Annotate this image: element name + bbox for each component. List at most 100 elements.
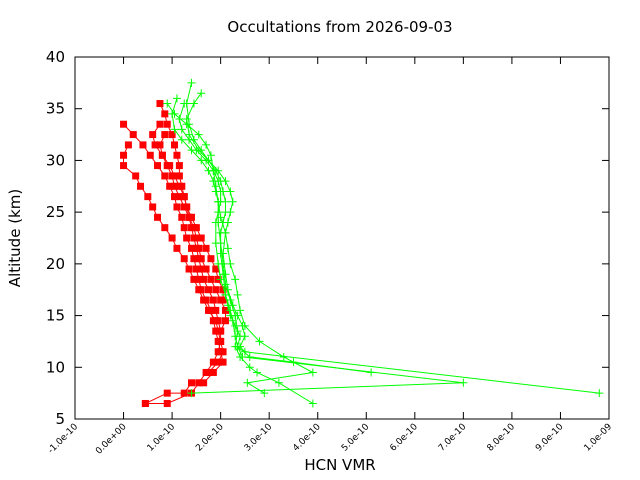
- data-point: [231, 311, 240, 320]
- data-point: [158, 151, 166, 159]
- x-tick-label: 0.0e+00: [94, 422, 129, 457]
- y-tick-label: 30: [46, 151, 65, 169]
- data-point: [236, 352, 245, 361]
- data-point: [233, 327, 242, 336]
- data-point: [209, 177, 218, 186]
- data-point: [188, 379, 196, 387]
- x-tick-label: 1.0e-09: [583, 422, 615, 454]
- series-group: [163, 99, 317, 398]
- data-point: [231, 342, 240, 351]
- data-point: [274, 378, 283, 387]
- y-tick-label: 5: [55, 410, 65, 428]
- plot-frame: [74, 56, 610, 420]
- data-point: [212, 317, 220, 325]
- y-tick-label: 20: [46, 255, 65, 273]
- data-point: [207, 275, 215, 283]
- data-point: [228, 316, 237, 325]
- data-point: [226, 296, 235, 305]
- data-point: [226, 306, 235, 315]
- data-point: [163, 120, 171, 128]
- data-point: [175, 115, 184, 124]
- data-series: [120, 78, 604, 408]
- data-point: [195, 275, 203, 283]
- data-point: [240, 321, 249, 330]
- series-line: [145, 103, 222, 404]
- series-group: [168, 94, 317, 408]
- data-point: [137, 182, 145, 190]
- data-point: [200, 379, 208, 387]
- data-point: [205, 286, 212, 294]
- data-point: [214, 218, 223, 227]
- x-axis-label: HCN VMR: [304, 456, 375, 474]
- y-axis-label: Altitude (km): [6, 189, 24, 287]
- data-point: [192, 224, 200, 232]
- data-point: [144, 193, 152, 201]
- data-point: [279, 352, 288, 361]
- data-point: [156, 141, 164, 149]
- series-line: [186, 82, 464, 394]
- data-point: [171, 141, 179, 149]
- data-point: [166, 162, 174, 170]
- data-point: [178, 213, 186, 221]
- x-tick-label: 9.0e-10: [534, 422, 566, 454]
- data-point: [168, 234, 176, 242]
- data-point: [226, 259, 235, 268]
- data-point: [149, 131, 157, 139]
- x-tick-label: 2.0e-10: [194, 422, 226, 454]
- series-line: [186, 92, 600, 394]
- data-point: [231, 275, 240, 284]
- data-point: [223, 244, 232, 253]
- data-point: [187, 389, 196, 398]
- data-point: [202, 140, 211, 149]
- y-tick-label: 25: [46, 203, 65, 221]
- data-point: [221, 280, 230, 289]
- data-point: [180, 255, 188, 263]
- y-axis-ticks: 5 10 15 20 25 30 35 40: [46, 48, 609, 428]
- data-point: [240, 332, 249, 341]
- data-point: [120, 120, 128, 128]
- data-point: [172, 94, 181, 103]
- series-group: [175, 99, 376, 377]
- data-point: [219, 249, 228, 258]
- data-point: [189, 99, 198, 108]
- data-point: [190, 275, 198, 283]
- data-point: [217, 327, 225, 335]
- data-point: [197, 265, 205, 273]
- data-point: [173, 151, 181, 159]
- data-point: [245, 363, 254, 372]
- data-point: [161, 172, 169, 180]
- data-point: [192, 265, 200, 273]
- data-point: [217, 337, 225, 345]
- data-point: [188, 244, 196, 252]
- x-tick-label: 5.0e-10: [340, 422, 372, 454]
- data-point: [205, 306, 212, 314]
- x-axis-ticks: -1.0e-10 0.0e+00 1.0e-10 2.0e-10 3.0e-10 4.0e…: [46, 57, 614, 457]
- data-point: [221, 306, 229, 314]
- data-point: [221, 270, 230, 279]
- data-point: [170, 125, 179, 134]
- data-point: [161, 224, 169, 232]
- data-point: [219, 348, 227, 356]
- data-point: [173, 203, 181, 211]
- series-line: [178, 103, 372, 373]
- data-point: [171, 172, 179, 180]
- x-tick-label: 8.0e-10: [486, 422, 518, 454]
- data-point: [216, 213, 225, 222]
- data-point: [212, 306, 220, 314]
- data-point: [154, 162, 162, 170]
- data-point: [595, 389, 604, 398]
- data-point: [233, 290, 242, 299]
- data-point: [141, 399, 149, 407]
- data-point: [197, 156, 206, 165]
- data-point: [219, 259, 228, 268]
- data-point: [221, 317, 229, 325]
- data-point: [260, 389, 269, 398]
- data-point: [253, 368, 262, 377]
- data-point: [205, 368, 212, 376]
- data-point: [219, 286, 227, 294]
- data-point: [194, 130, 203, 139]
- data-point: [209, 368, 217, 376]
- data-point: [226, 187, 235, 196]
- y-tick-label: 35: [46, 100, 65, 118]
- data-point: [161, 131, 169, 139]
